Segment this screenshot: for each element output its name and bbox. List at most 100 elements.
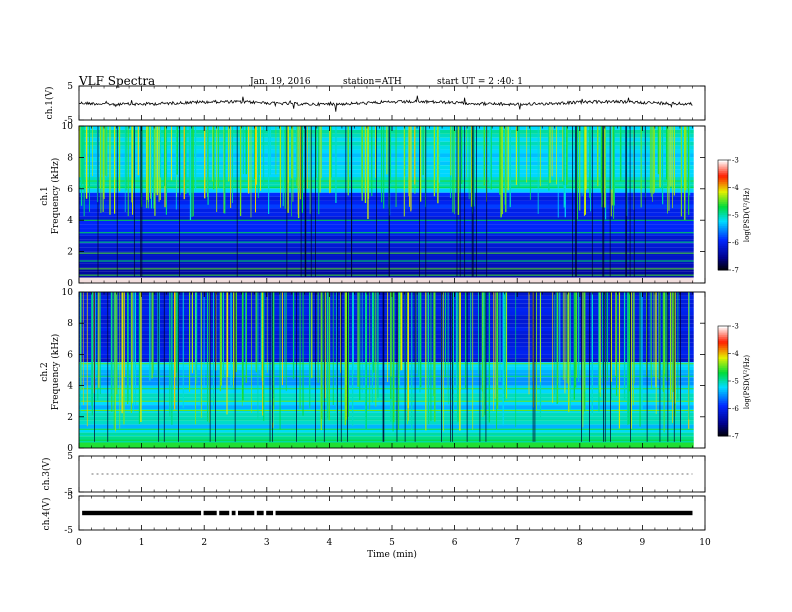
ch4-voltage-dropout: [229, 510, 232, 516]
colorbar-cell: [718, 213, 728, 216]
colorbar-cell: [718, 257, 728, 260]
ch2-spectrogram-band: [79, 331, 705, 335]
ch1-spectrogram-band: [79, 271, 705, 276]
ch2-spectrogram-band: [79, 377, 705, 382]
colorbar-cell: [718, 430, 728, 433]
colorbar-cell: [718, 255, 728, 258]
ch1-spectrogram-band: [79, 243, 705, 248]
colorbar-cell: [718, 231, 728, 234]
colorbar-cell: [718, 215, 728, 218]
date-label: Jan. 19, 2016: [249, 77, 311, 87]
ch1-frequency-ylabel: Frequency (kHz): [50, 158, 61, 235]
colorbar-cell: [718, 417, 728, 420]
ch2-colorbar: -3 -4 -5 -6 -7: [717, 323, 739, 441]
colorbar-cell: [718, 399, 728, 402]
ch2-colorbar-label: log(PSD(V²/Hz): [743, 355, 751, 410]
colorbar-cell: [718, 327, 728, 331]
colorbar-cell: [718, 426, 728, 430]
colorbar-cell: [718, 249, 728, 253]
colorbar-cell: [718, 161, 728, 165]
colorbar-cell: [718, 371, 728, 375]
colorbar-cell: [718, 379, 728, 382]
ch3-voltage-panel: 5 -5: [64, 452, 706, 498]
colorbar-tick-label: -5: [732, 212, 739, 220]
ch2-spectrogram-band: [79, 393, 705, 398]
colorbar-cell: [718, 415, 728, 419]
colorbar-cell: [718, 414, 728, 417]
ch1-voltage-ylabel: ch.1(V): [44, 87, 55, 120]
colorbar-cell: [718, 388, 728, 391]
colorbar-cell: [718, 410, 728, 413]
ch1-colorbar-label: log(PSD(V²/Hz): [743, 188, 751, 243]
ch1-spectrogram-band: [79, 247, 705, 252]
ch3-voltage-ytick-label: 5: [67, 452, 73, 462]
colorbar-cell: [718, 200, 728, 203]
ch4-voltage-ylabel: ch.4(V): [41, 498, 52, 531]
colorbar-cell: [718, 412, 728, 415]
colorbar-cell: [718, 165, 728, 168]
ch2-spectrogram-ytick-label: 2: [67, 413, 73, 423]
x-tick-label: 6: [452, 538, 458, 548]
ch1-spectrogram-band: [79, 177, 705, 181]
ch1-spectrogram-ytick-label: 2: [67, 248, 73, 258]
ch2-spectrogram-ytick-label: 8: [67, 319, 73, 329]
ch1-spectrogram-ytick-label: 8: [67, 153, 73, 163]
colorbar-cell: [718, 359, 728, 362]
colorbar-cell: [718, 202, 728, 205]
colorbar-cell: [718, 355, 728, 358]
colorbar-cell: [718, 340, 728, 343]
ch2-spectrogram-band: [79, 303, 705, 308]
colorbar-cell: [718, 198, 728, 201]
colorbar-cell: [718, 204, 728, 207]
colorbar-cell: [718, 381, 728, 384]
x-tick-label: 9: [640, 538, 646, 548]
ch1-colorbar: -3 -4 -5 -6 -7: [717, 157, 739, 275]
colorbar-cell: [718, 353, 728, 356]
colorbar-cell: [718, 401, 728, 404]
colorbar-cell: [718, 218, 728, 221]
ch2-spectrogram-band: [79, 416, 705, 421]
ch2-spectrogram-band: [79, 389, 705, 394]
colorbar-cell: [718, 375, 728, 378]
colorbar-cell: [718, 222, 728, 225]
ch2-spectrogram-band: [79, 366, 705, 370]
colorbar-cell: [718, 360, 728, 364]
ch2-channel-label: ch.2: [40, 362, 50, 381]
colorbar-cell: [718, 178, 728, 181]
colorbar-cell: [718, 432, 728, 435]
x-tick-label: 10: [699, 538, 711, 548]
colorbar-tick-label: -6: [732, 239, 739, 247]
colorbar-cell: [718, 370, 728, 373]
colorbar-cell: [718, 248, 728, 251]
ch4-voltage-dropout: [263, 510, 267, 516]
ch4-voltage-ytick-label: 5: [67, 492, 73, 502]
ch1-spectrogram-band: [79, 263, 705, 268]
colorbar-cell: [718, 238, 728, 242]
colorbar-cell: [718, 425, 728, 428]
ch1-spectrogram-band: [79, 133, 705, 138]
ch4-voltage-dropout: [254, 510, 257, 516]
ch2-spectrogram-band: [79, 412, 705, 417]
colorbar-cell: [718, 390, 728, 393]
colorbar-cell: [718, 351, 728, 354]
ch2-spectrogram-band: [79, 350, 705, 355]
colorbar-cell: [718, 174, 728, 177]
colorbar-cell: [718, 237, 728, 240]
figure-title: VLF Spectra: [78, 74, 155, 88]
ch1-voltage-ytick-label: 5: [67, 82, 73, 92]
colorbar-cell: [718, 423, 728, 426]
ch2-spectrogram-ytick-label: 4: [67, 382, 73, 392]
ch1-spectrogram-band: [79, 157, 705, 162]
colorbar-cell: [718, 224, 728, 227]
ch2-spectrogram-band: [79, 401, 705, 406]
colorbar-tick-label: -7: [732, 267, 739, 275]
ch1-spectrogram-band: [79, 255, 705, 260]
colorbar-cell: [718, 392, 728, 395]
ch2-spectrogram-band: [79, 319, 705, 324]
colorbar-cell: [718, 421, 728, 424]
colorbar-cell: [718, 364, 728, 367]
ch1-spectrogram-band: [79, 173, 705, 178]
colorbar-cell: [718, 386, 728, 389]
ch3-voltage-ytick-label: -5: [64, 488, 73, 498]
